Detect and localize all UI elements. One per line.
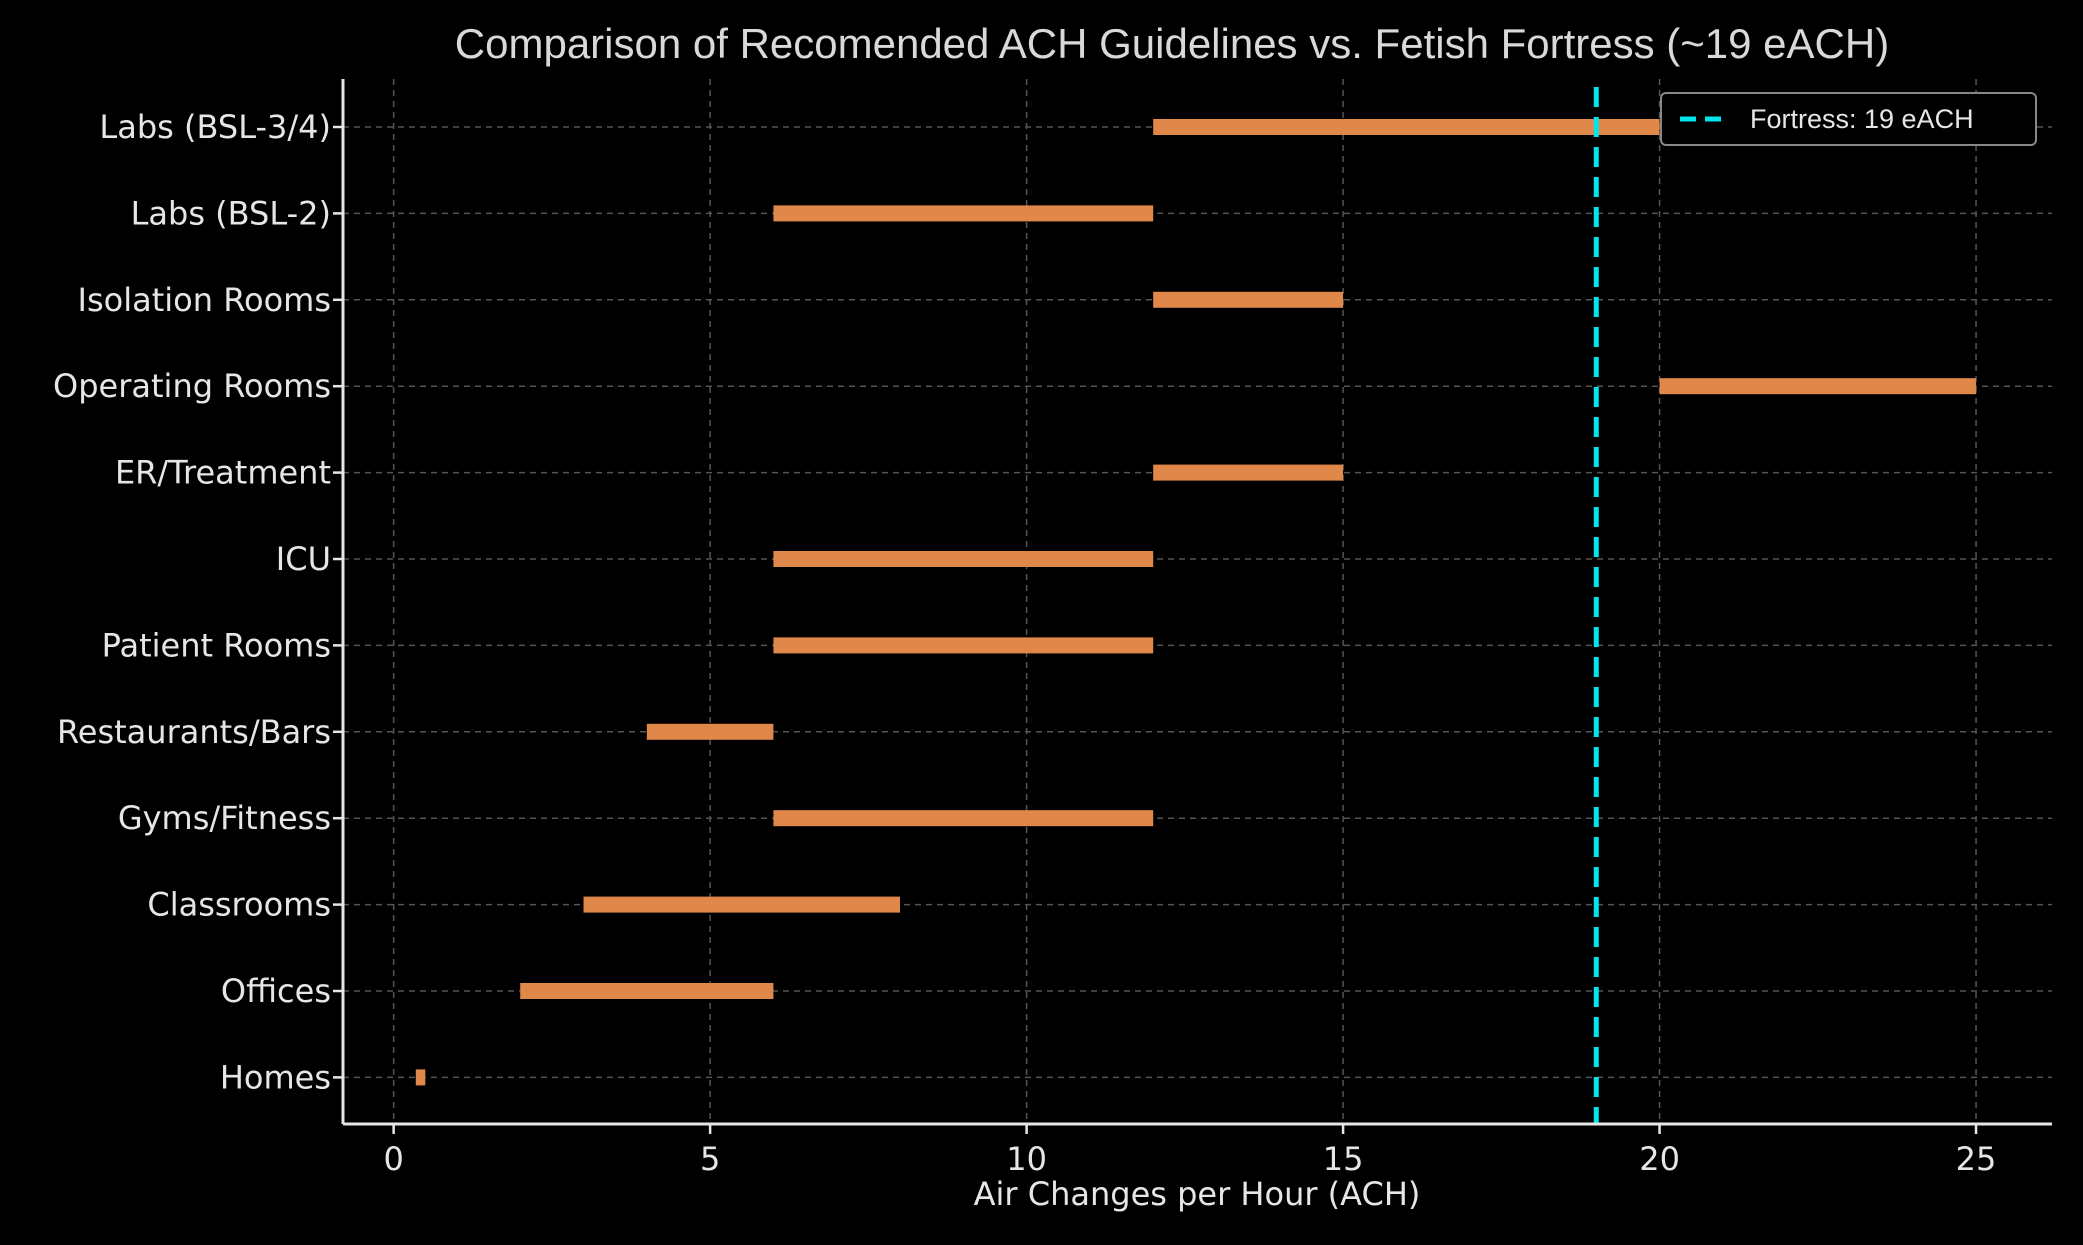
y-tick-label: Labs (BSL-2) (131, 194, 331, 232)
range-bar (1153, 464, 1344, 481)
y-tick-label: Patient Rooms (102, 626, 331, 664)
legend: Fortress: 19 eACH (1660, 92, 2037, 146)
legend-box (1660, 92, 2037, 146)
x-ticks: 0 5 10 15 20 25 (383, 1124, 1996, 1178)
y-tick-label: Gyms/Fitness (118, 799, 331, 837)
y-tick-label: ER/Treatment (115, 454, 331, 492)
legend-label: Fortress: 19 eACH (1750, 104, 1974, 134)
range-bar (1153, 119, 1660, 135)
x-tick-label: 5 (700, 1140, 720, 1178)
y-tick-label: Homes (220, 1058, 331, 1096)
chart-title: Comparison of Recomended ACH Guidelines … (455, 20, 1889, 67)
y-tick-label: Classrooms (147, 886, 331, 924)
range-bar (583, 896, 901, 913)
range-bar (520, 983, 774, 999)
range-bar (773, 551, 1154, 567)
y-tick-label: Restaurants/Bars (57, 713, 331, 751)
range-bars (415, 119, 1977, 1086)
x-tick-label: 10 (1006, 1140, 1047, 1178)
y-tick-label: Offices (221, 972, 331, 1010)
range-bar (415, 1069, 426, 1086)
y-tick-label: ICU (276, 540, 331, 578)
y-ticks: Homes Offices Classrooms Gyms/Fitness Restau… (53, 108, 343, 1096)
range-bar (773, 810, 1154, 827)
range-bar (773, 205, 1154, 222)
x-tick-label: 0 (383, 1140, 403, 1178)
range-bar (1659, 378, 1977, 395)
grid (343, 79, 2052, 1124)
range-bar (773, 637, 1154, 654)
y-tick-label: Isolation Rooms (78, 281, 331, 319)
y-tick-label: Operating Rooms (53, 367, 331, 405)
axes (341, 79, 2052, 1126)
x-tick-label: 25 (1956, 1140, 1997, 1178)
y-tick-label: Labs (BSL-3/4) (99, 108, 331, 146)
range-bar (1153, 291, 1344, 308)
x-axis-label: Air Changes per Hour (ACH) (974, 1175, 1421, 1213)
range-bar (646, 723, 774, 740)
x-tick-label: 20 (1639, 1140, 1680, 1178)
x-tick-label: 15 (1323, 1140, 1364, 1178)
